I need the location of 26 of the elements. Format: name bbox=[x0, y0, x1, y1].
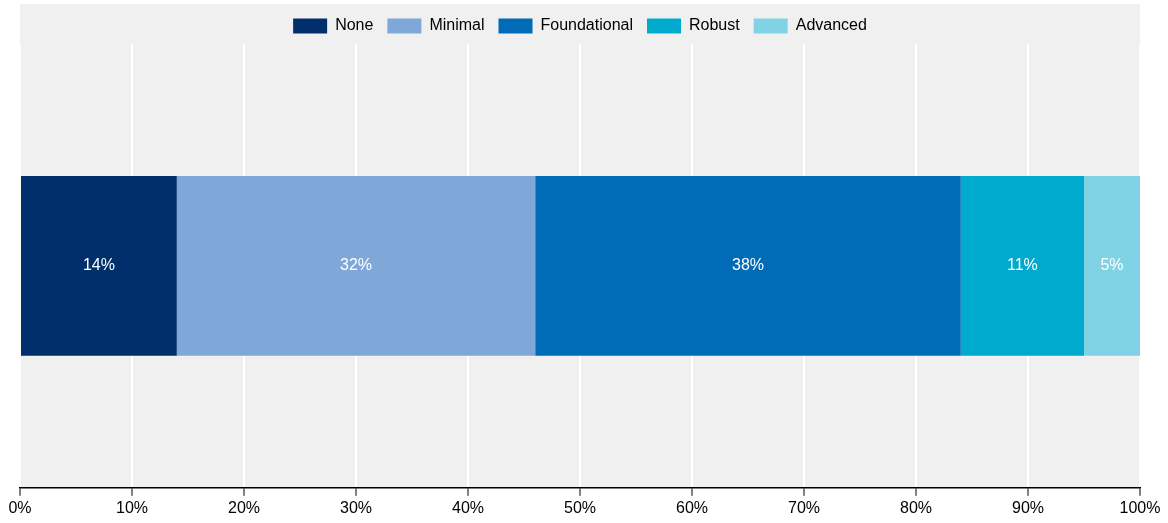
data-label: 38% bbox=[731, 256, 765, 274]
x-tick-label: 70% bbox=[787, 498, 821, 516]
x-tick-label: 10% bbox=[115, 498, 149, 516]
x-tick-label: 100% bbox=[1119, 498, 1161, 516]
x-tick-label: 30% bbox=[339, 498, 373, 516]
x-tick-label: 40% bbox=[451, 498, 485, 516]
x-tick-label: 20% bbox=[227, 498, 261, 516]
bar bbox=[1084, 176, 1140, 356]
bar bbox=[960, 176, 1084, 356]
x-tick-label: 50% bbox=[563, 498, 597, 516]
legend-label: None bbox=[335, 16, 374, 34]
data-label: 32% bbox=[339, 256, 373, 274]
data-label: 11% bbox=[1006, 256, 1038, 274]
legend-label: Minimal bbox=[429, 16, 485, 34]
bar bbox=[176, 176, 536, 356]
data-label: 14% bbox=[82, 256, 115, 274]
x-tick-label: 90% bbox=[1011, 498, 1045, 516]
bar bbox=[21, 176, 177, 356]
legend-label: Advanced bbox=[795, 16, 867, 34]
x-tick-label: 60% bbox=[675, 498, 709, 516]
legend-label: Robust bbox=[689, 16, 741, 34]
data-label: 5% bbox=[1100, 256, 1124, 274]
x-tick-label: 0% bbox=[8, 498, 32, 516]
legend-label: Foundational bbox=[540, 16, 634, 34]
bar bbox=[535, 176, 961, 356]
x-tick-label: 80% bbox=[899, 498, 933, 516]
